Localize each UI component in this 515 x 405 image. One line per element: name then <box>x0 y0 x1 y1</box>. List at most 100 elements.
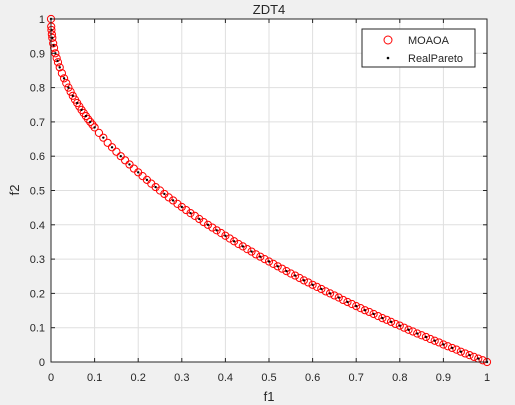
moaoa-point <box>330 291 339 300</box>
moaoa-point <box>417 331 426 340</box>
moaoa-point <box>404 325 413 334</box>
moaoa-point <box>273 262 282 271</box>
moaoa-point <box>52 54 61 63</box>
moaoa-point <box>478 356 487 365</box>
moaoa-point <box>269 259 278 269</box>
realpareto-point <box>241 245 245 248</box>
legend-marker-moaoa <box>383 35 393 45</box>
realpareto-point <box>171 199 175 202</box>
moaoa-point <box>408 327 417 336</box>
moaoa-point <box>86 117 95 127</box>
x-tick-label: 0.9 <box>436 372 451 384</box>
y-tick-label: 0.8 <box>30 83 45 95</box>
realpareto-point <box>328 292 332 295</box>
realpareto-point <box>232 240 236 243</box>
legend[interactable]: MOAOA RealPareto <box>361 28 476 68</box>
y-tick-label: 0.1 <box>30 323 45 335</box>
moaoa-point <box>369 309 378 319</box>
realpareto-point <box>58 66 61 69</box>
y-tick-label: 0.5 <box>30 186 45 198</box>
moaoa-point <box>421 332 431 342</box>
realpareto-point <box>424 335 428 339</box>
realpareto-point <box>259 255 262 258</box>
y-tick-label: 0 <box>39 357 45 369</box>
moaoa-point <box>304 278 313 287</box>
realpareto-point <box>285 269 288 273</box>
x-tick-label: 0.2 <box>131 372 146 384</box>
y-axis-label: f2 <box>7 185 22 196</box>
y-tick-label: 0.7 <box>30 117 45 129</box>
x-tick-label: 1 <box>484 372 490 384</box>
realpareto-point <box>89 120 92 124</box>
realpareto-point <box>372 312 375 316</box>
realpareto-point <box>459 350 463 353</box>
realpareto-point <box>389 320 393 324</box>
moaoa-point <box>112 147 121 156</box>
moaoa-point <box>64 83 73 92</box>
moaoa-point <box>49 39 58 48</box>
moaoa-point <box>317 284 326 294</box>
y-tick-label: 1 <box>39 14 45 26</box>
moaoa-point <box>277 264 287 273</box>
moaoa-point <box>461 349 470 358</box>
realpareto-point <box>80 108 83 112</box>
x-tick-label: 0.5 <box>261 372 276 384</box>
realpareto-point <box>110 146 114 149</box>
y-tick-label: 0.4 <box>30 220 45 232</box>
realpareto-point <box>224 234 227 237</box>
realpareto-point <box>337 296 340 299</box>
moaoa-point <box>356 304 365 313</box>
moaoa-point <box>339 295 348 305</box>
moaoa-point <box>395 321 404 330</box>
moaoa-point <box>230 237 239 246</box>
legend-label-moaoa: MOAOA <box>408 35 450 47</box>
x-tick-label: 0.3 <box>174 372 189 384</box>
realpareto-point <box>102 136 105 139</box>
moaoa-point <box>308 280 317 289</box>
series-moaoa <box>46 14 492 367</box>
moaoa-point <box>286 269 295 278</box>
moaoa-point <box>243 245 252 254</box>
realpareto-point <box>416 332 419 335</box>
moaoa-point <box>456 347 465 356</box>
realpareto-point <box>84 114 88 118</box>
moaoa-point <box>443 342 452 351</box>
x-tick-label: 0.7 <box>349 372 364 384</box>
moaoa-point <box>312 282 322 291</box>
realpareto-point <box>51 36 54 40</box>
realpareto-point <box>54 52 57 55</box>
realpareto-point <box>75 101 79 105</box>
legend-label-realpareto: RealPareto <box>408 53 463 65</box>
moaoa-point <box>48 33 57 42</box>
realpareto-point <box>198 217 201 221</box>
realpareto-point <box>145 178 149 182</box>
realpareto-point <box>56 59 59 63</box>
y-tick-labels: 0 0.1 0.2 0.3 0.4 0.5 0.6 0.7 0.8 0.9 1 <box>30 14 45 369</box>
chart-title: ZDT4 <box>253 2 286 17</box>
moaoa-point <box>352 301 361 311</box>
realpareto-point <box>154 185 157 189</box>
realpareto-point <box>215 229 218 232</box>
realpareto-point <box>250 250 253 253</box>
realpareto-point <box>398 324 401 327</box>
realpareto-point <box>468 353 471 357</box>
moaoa-point <box>247 247 256 256</box>
realpareto-point <box>320 287 323 291</box>
moaoa-point <box>90 123 99 132</box>
moaoa-point <box>103 138 112 147</box>
moaoa-point <box>334 293 343 302</box>
moaoa-point <box>83 115 93 124</box>
moaoa-point <box>66 87 75 96</box>
moaoa-point <box>365 307 374 317</box>
moaoa-point <box>125 160 134 169</box>
moaoa-point <box>291 271 300 280</box>
realpareto-point <box>346 300 349 304</box>
realpareto-point <box>206 223 210 226</box>
moaoa-point <box>121 156 130 165</box>
realpareto-point <box>93 126 96 129</box>
realpareto-point <box>276 265 279 268</box>
moaoa-point <box>347 299 356 309</box>
moaoa-point <box>256 252 265 261</box>
moaoa-point <box>59 74 69 83</box>
